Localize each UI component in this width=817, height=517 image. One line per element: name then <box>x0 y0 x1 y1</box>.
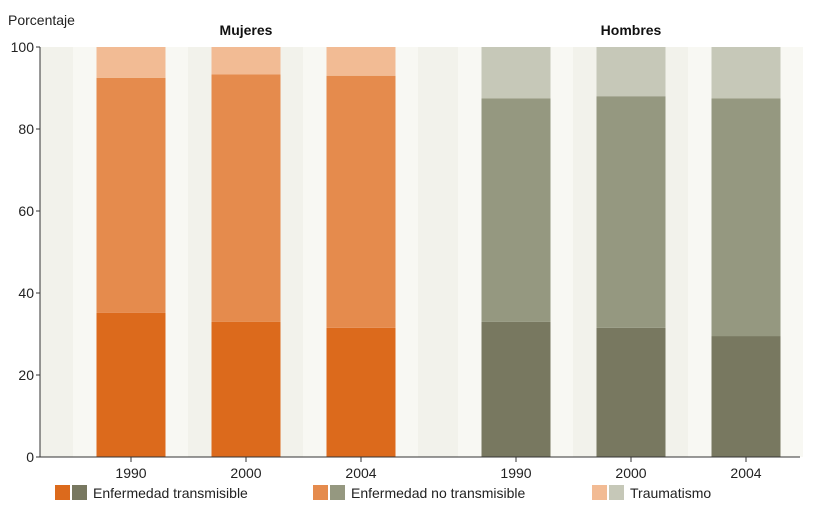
legend-swatch <box>72 485 87 500</box>
legend-label: Enfermedad no transmisible <box>351 485 526 501</box>
legend-swatch <box>55 485 70 500</box>
legend-swatch <box>330 485 345 500</box>
bar-segment-traumatismo <box>481 47 551 99</box>
y-tick-label: 60 <box>18 203 34 219</box>
x-tick-label: 2004 <box>730 465 761 481</box>
bar-segment-traumatismo <box>596 47 666 97</box>
y-tick-label: 0 <box>26 449 34 465</box>
legend: Enfermedad transmisible Enfermedad no tra… <box>55 485 711 501</box>
x-tick-label: 1990 <box>115 465 146 481</box>
bar-segment-no_transmisible <box>96 77 166 313</box>
legend-swatch <box>592 485 607 500</box>
y-tick-label: 80 <box>18 121 34 137</box>
bar-segment-no_transmisible <box>711 98 781 337</box>
bar-segment-no_transmisible <box>326 75 396 328</box>
bar-segment-transmisible <box>481 321 551 457</box>
bar-segment-transmisible <box>711 336 781 457</box>
x-tick-label: 2000 <box>230 465 261 481</box>
y-tick-label: 100 <box>11 39 35 55</box>
y-tick-label: 20 <box>18 367 34 383</box>
legend-label: Traumatismo <box>630 485 711 501</box>
axes <box>36 46 800 462</box>
x-tick-label: 2004 <box>345 465 376 481</box>
x-tick-labels: 1990 2000 2004 1990 2000 2004 <box>115 465 761 481</box>
bar-segment-traumatismo <box>711 47 781 99</box>
bar-segment-traumatismo <box>211 47 281 75</box>
y-axis-label: Porcentaje <box>8 12 75 28</box>
x-tick-label: 2000 <box>615 465 646 481</box>
bar-segment-no_transmisible <box>211 74 281 322</box>
bar-segment-transmisible <box>96 312 166 457</box>
bar-segment-transmisible <box>211 321 281 457</box>
legend-swatch <box>313 485 328 500</box>
bar-segment-transmisible <box>596 327 666 457</box>
group-titles: Mujeres Hombres <box>220 22 662 38</box>
bars <box>96 47 781 457</box>
legend-swatch <box>609 485 624 500</box>
y-tick-label: 40 <box>18 285 34 301</box>
bar-segment-no_transmisible <box>596 96 666 328</box>
x-tick-label: 1990 <box>500 465 531 481</box>
group-title: Mujeres <box>220 22 273 38</box>
bar-segment-transmisible <box>326 327 396 457</box>
bar-segment-traumatismo <box>326 47 396 76</box>
group-title: Hombres <box>601 22 662 38</box>
bar-segment-traumatismo <box>96 47 166 78</box>
y-tick-labels: 0 20 40 60 80 100 <box>11 39 35 465</box>
legend-label: Enfermedad transmisible <box>93 485 248 501</box>
bar-segment-no_transmisible <box>481 98 551 322</box>
